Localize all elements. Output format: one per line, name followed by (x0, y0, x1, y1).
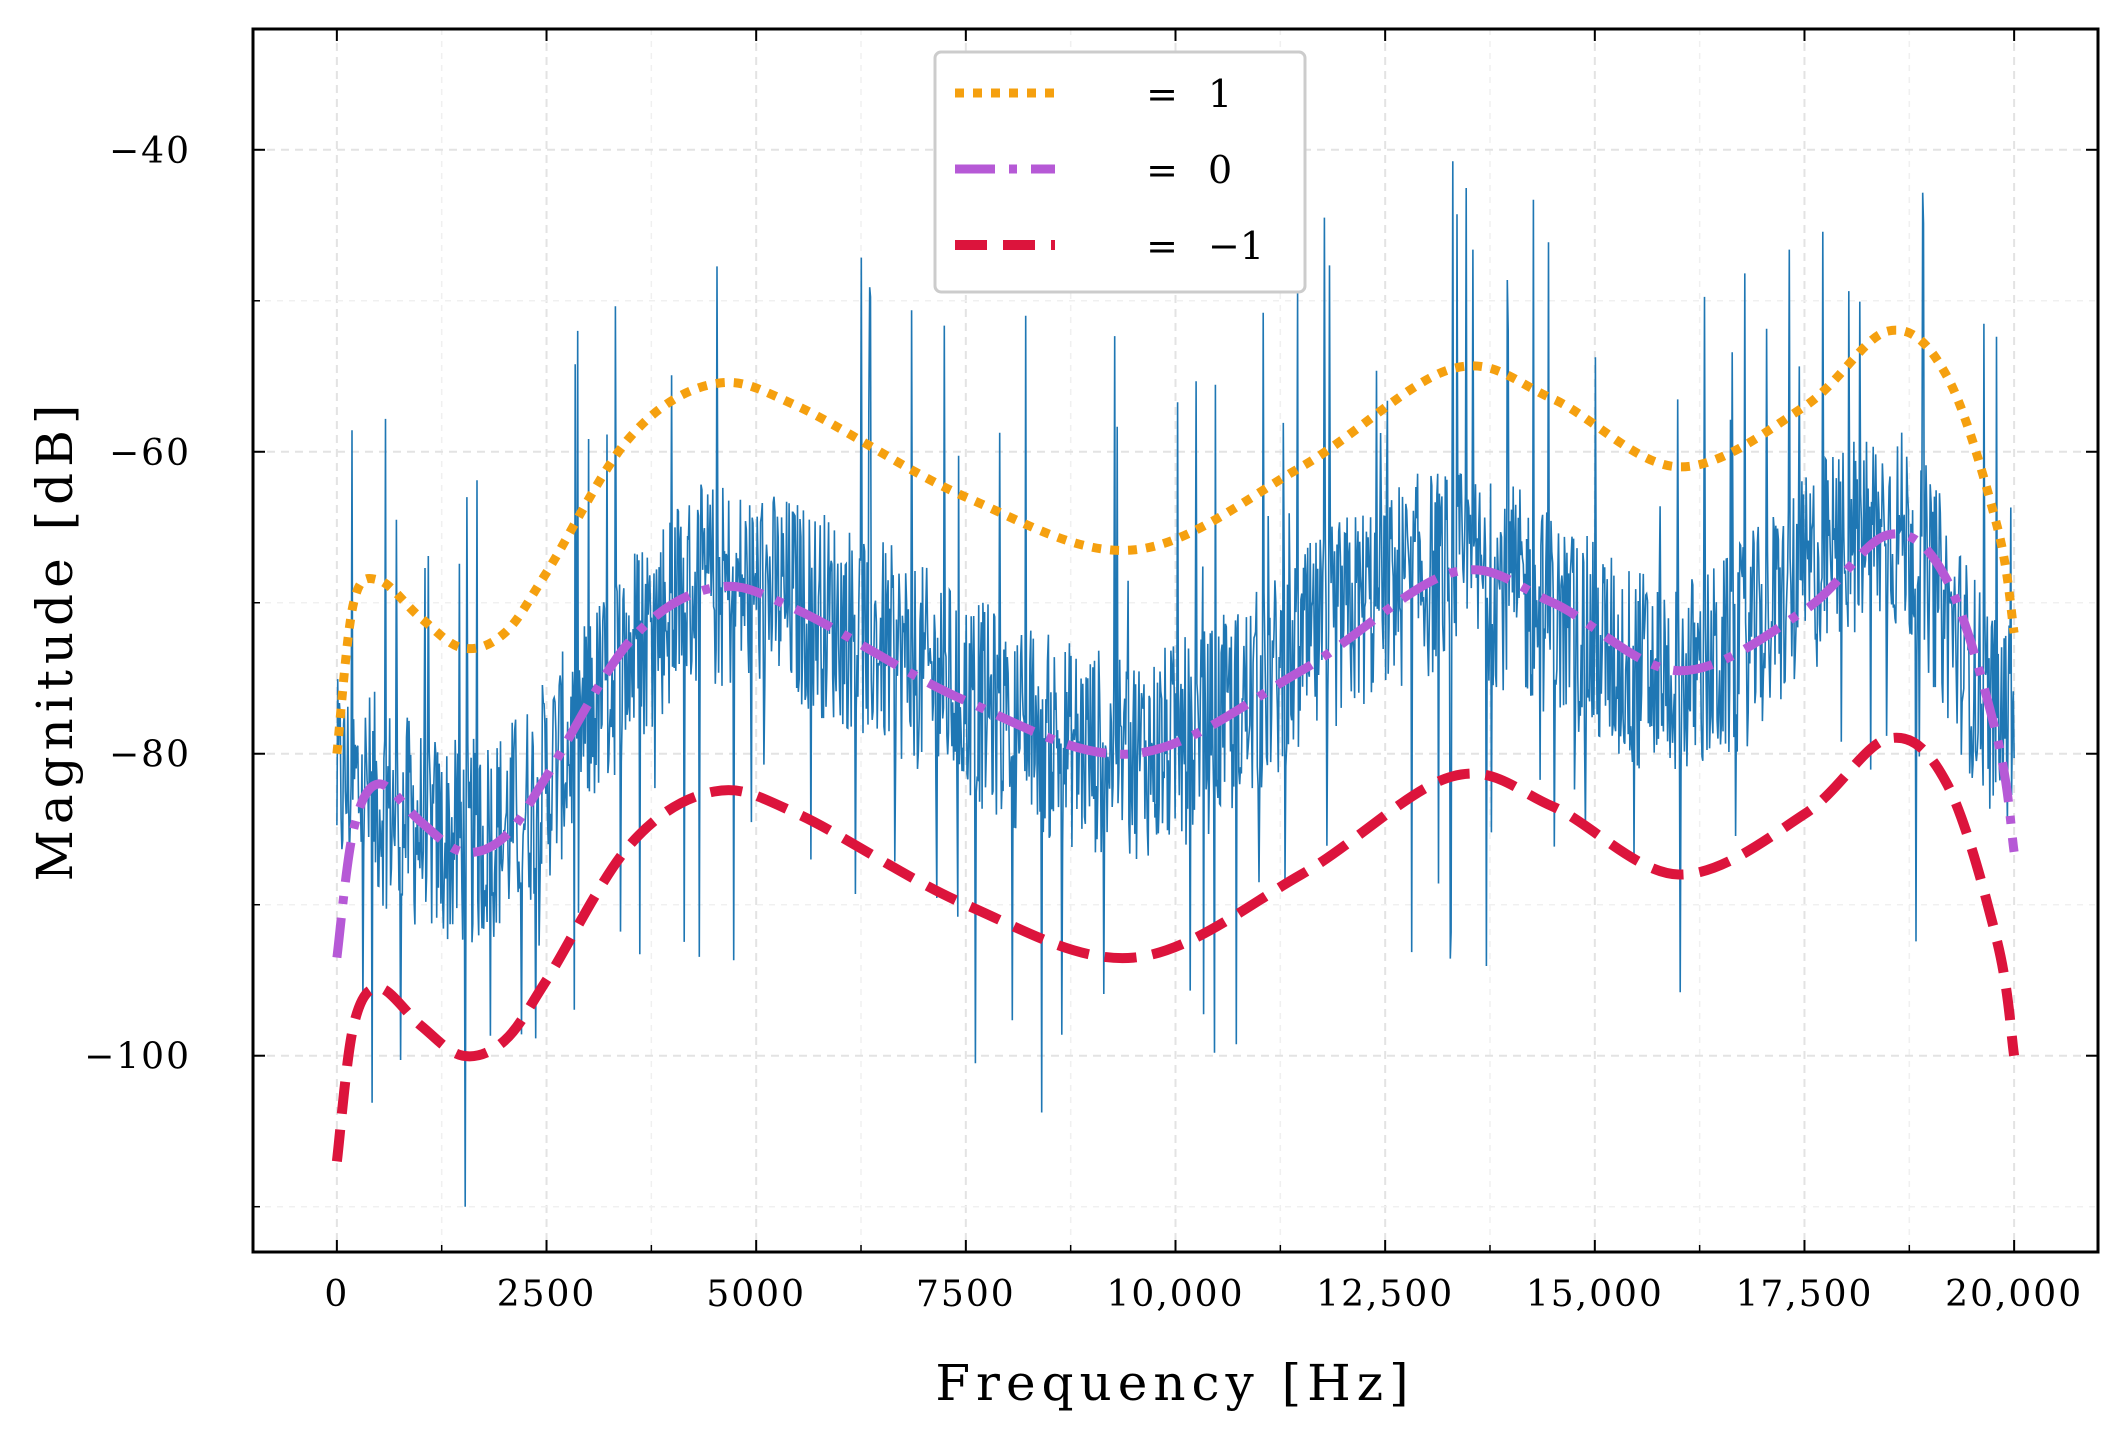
legend-equals-3: = (1146, 224, 1178, 268)
x-tick-label: 20,000 (1945, 1274, 2083, 1315)
x-tick-label: 0 (324, 1274, 349, 1315)
plot-area (331, 161, 2020, 1207)
x-tick-label: 7500 (916, 1274, 1016, 1315)
legend-equals-2: = (1146, 148, 1178, 192)
legend-value-3: −1 (1208, 224, 1264, 268)
x-tick-label: 12,500 (1316, 1274, 1454, 1315)
y-tick-label: −100 (84, 1037, 191, 1078)
series-line-2 (332, 529, 2019, 959)
x-tick-label: 5000 (706, 1274, 806, 1315)
legend-value-2: 0 (1208, 148, 1232, 192)
y-axis-title: Magnitude [dB] (26, 399, 84, 882)
y-tick-label: −60 (109, 433, 191, 474)
legend: = 1 = 0 = −1 (933, 50, 1307, 294)
series-line-3 (331, 732, 2020, 1163)
legend-entry-1: = 1 (955, 72, 1232, 116)
legend-entry-3: = −1 (955, 224, 1264, 268)
y-tick-label: −40 (109, 131, 191, 172)
spectrum-trace (336, 161, 2015, 1207)
legend-box (933, 50, 1307, 294)
x-tick-label: 10,000 (1107, 1274, 1245, 1315)
tick-labels: 0 2500 5000 7500 10,000 12,500 15,000 17,500 20,… (84, 131, 2083, 1315)
y-tick-label: −80 (109, 735, 191, 776)
x-tick-label: 2500 (497, 1274, 597, 1315)
legend-entry-2: = 0 (955, 148, 1232, 192)
legend-value-1: 1 (1208, 72, 1232, 116)
x-tick-label: 17,500 (1735, 1274, 1873, 1315)
legend-equals-1: = (1146, 72, 1178, 116)
axis-ticks (253, 29, 2098, 1252)
x-tick-label: 15,000 (1526, 1274, 1664, 1315)
x-axis-title: Frequency [Hz] (935, 1354, 1414, 1412)
